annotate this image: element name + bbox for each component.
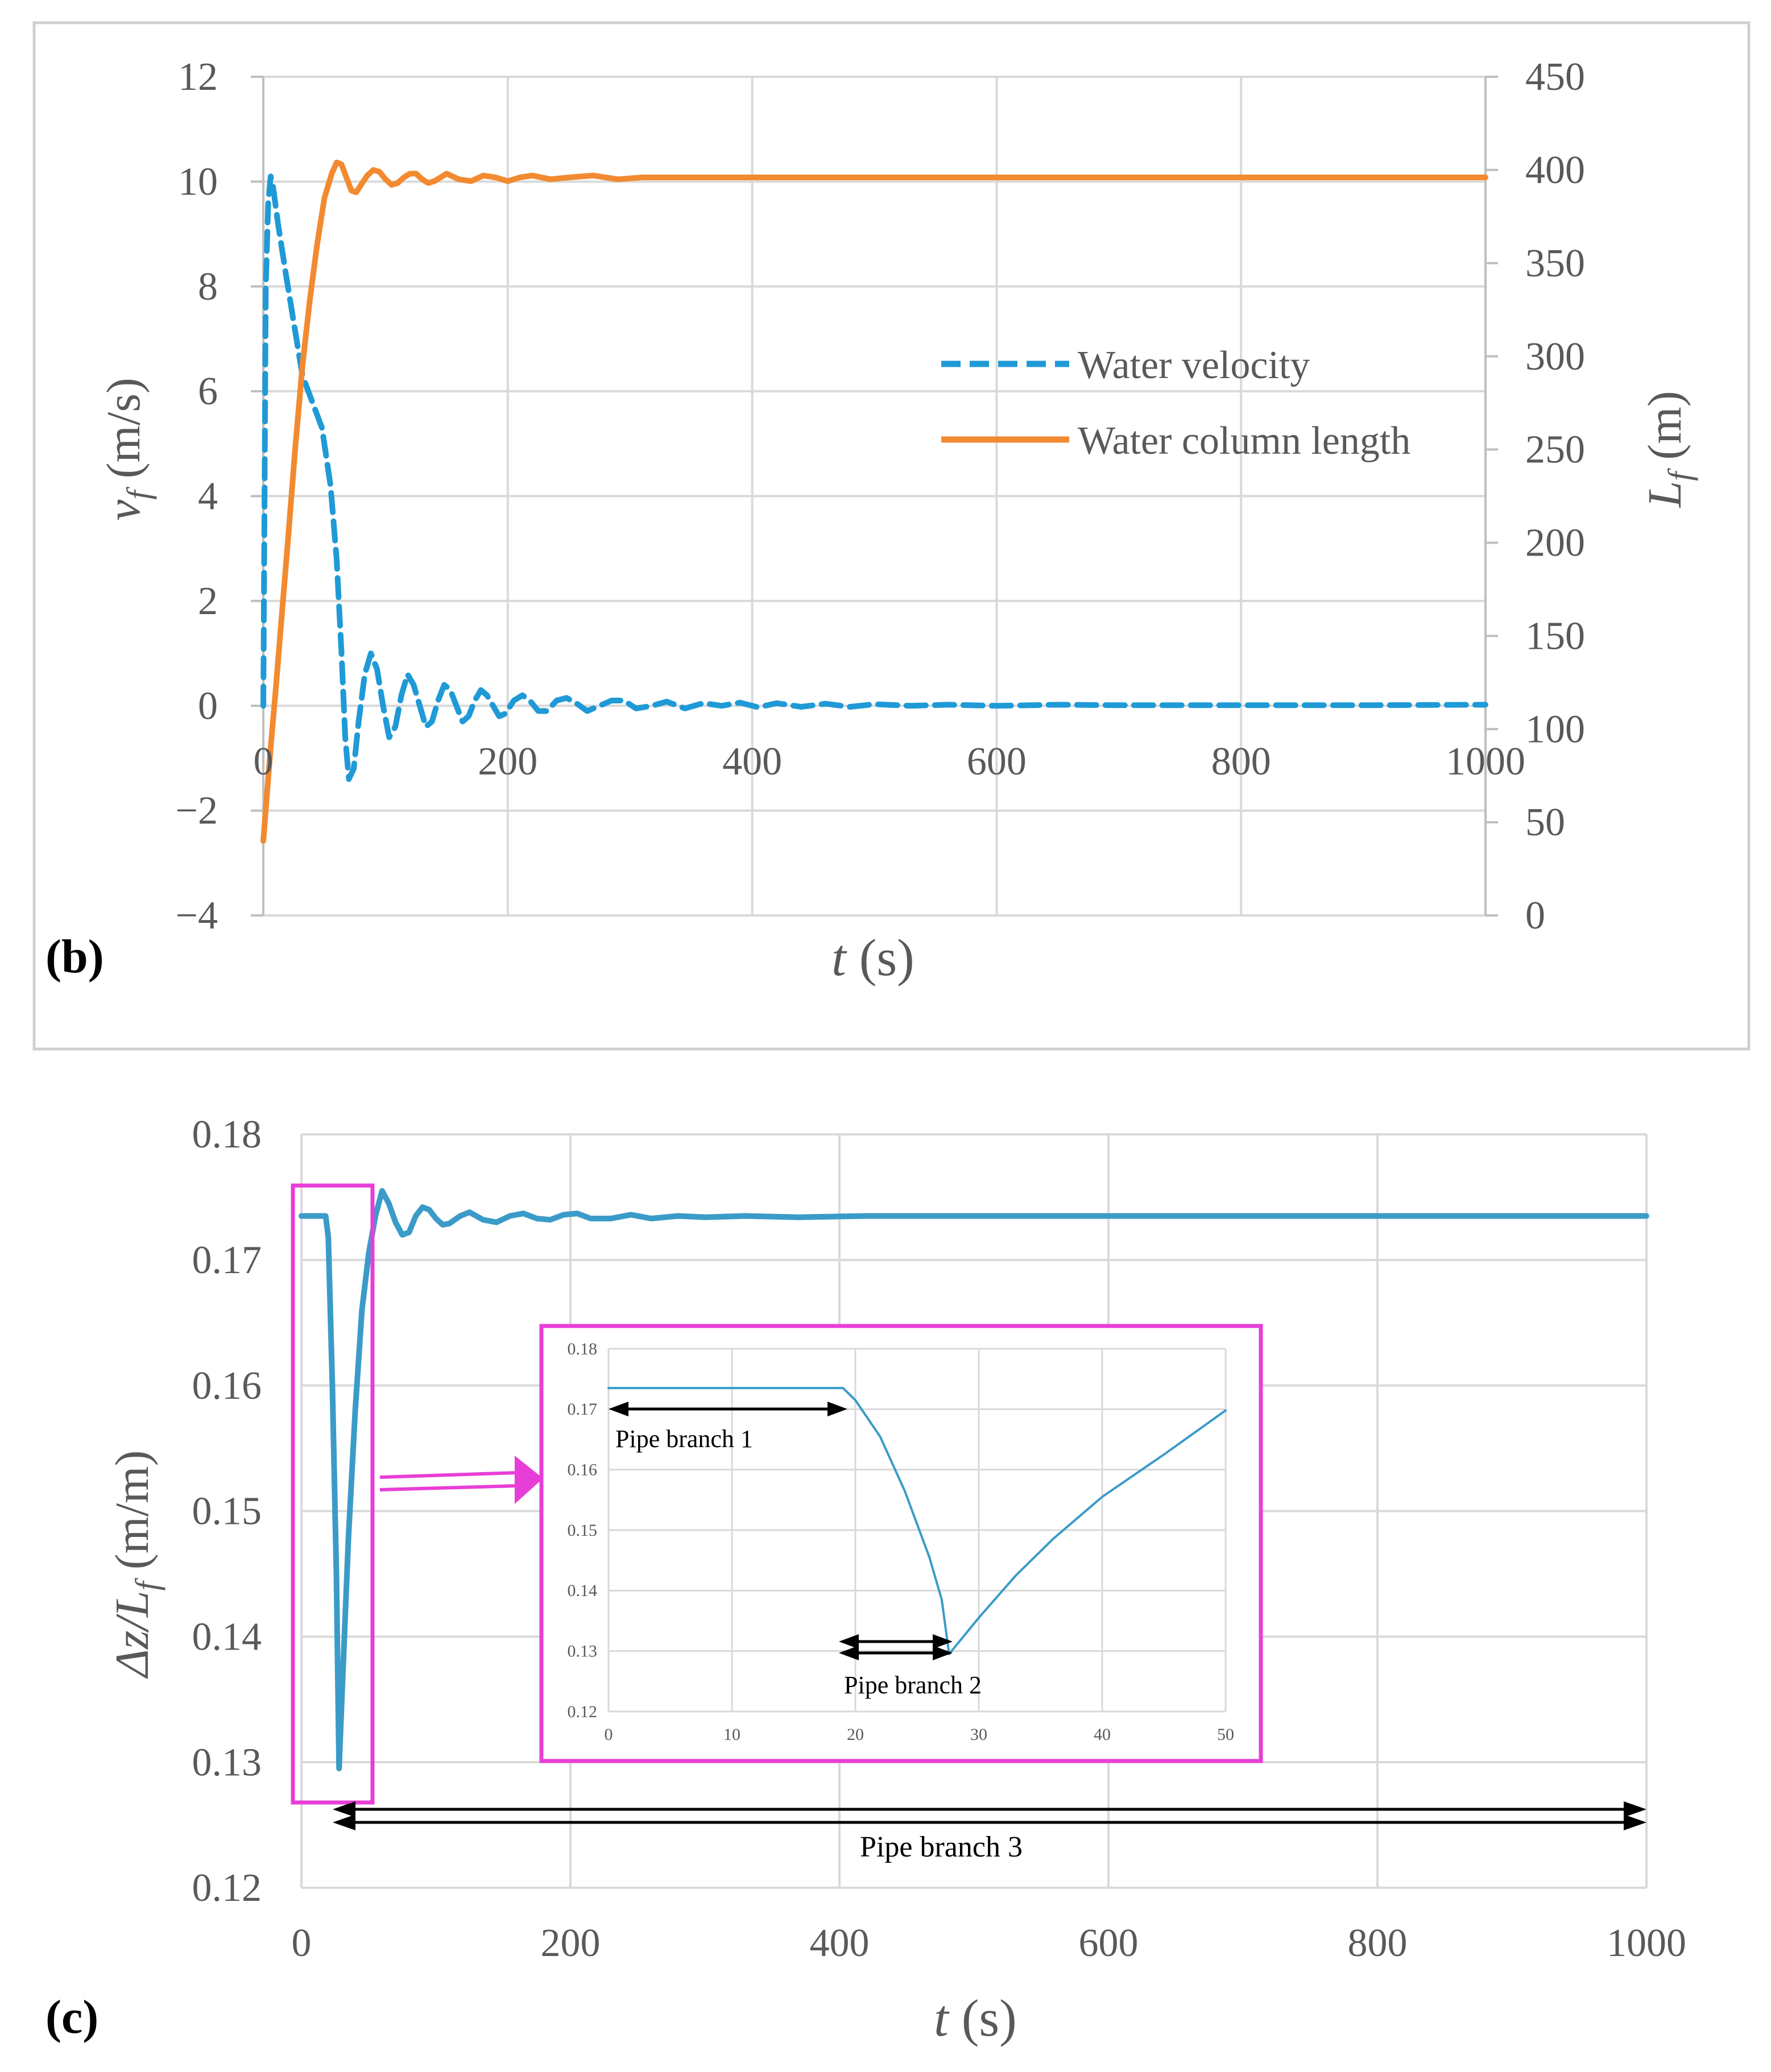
legend-length-label: Water column length — [1078, 419, 1410, 463]
panel-b-y-tick-label: 2 — [198, 579, 218, 623]
panel-b-x-tick-label: 600 — [967, 740, 1027, 784]
panel-b-y2-tick-label: 350 — [1525, 242, 1585, 285]
panel-b-y-tick-label: −2 — [176, 789, 218, 833]
pipe-branch-3-arrows — [333, 1801, 1646, 1830]
panel-c-y-tick-label: 0.18 — [192, 1113, 262, 1157]
inset-x-tick-label: 20 — [847, 1725, 864, 1744]
panel-c-y-tick-label: 0.14 — [192, 1615, 262, 1659]
inset-x-tick-label: 50 — [1217, 1725, 1234, 1744]
inset-y-tick-label: 0.12 — [568, 1702, 598, 1721]
panel-b-y-tick-label: 8 — [198, 265, 218, 309]
panel-b-x-tick-label: 400 — [722, 740, 782, 784]
panel-c-y-tick-label: 0.15 — [192, 1490, 262, 1534]
panel-b-y2-tick-label: 450 — [1525, 55, 1585, 99]
inset-chart: 0.18 0.17 0.16 0.15 0.14 0.13 0.12 0 10 20 30 40 50 — [568, 1340, 1235, 1744]
panel-b-y2-tick-label: 50 — [1525, 801, 1565, 844]
panel-c-series-line-1 — [299, 1188, 1649, 1772]
panel-b-series-line-1 — [260, 173, 1488, 782]
panel-b-y2-tick-label: 200 — [1525, 521, 1585, 565]
panel-c-y-tick-label: 0.17 — [192, 1238, 262, 1282]
panel-b-y2-tick-label: 150 — [1525, 614, 1585, 658]
inset-y-tick-label: 0.14 — [568, 1581, 598, 1600]
panel-b-y2-tick-label: 400 — [1525, 148, 1585, 192]
panel-c-x-tick-label: 0 — [292, 1921, 312, 1965]
zoom-arrow — [379, 1456, 543, 1504]
panel-b-y-title: vf (m/s) — [97, 378, 157, 521]
panel-b-y-tick-label: 4 — [198, 475, 218, 519]
zoom-highlight-box — [291, 1183, 375, 1805]
panel-c-x-tick-label: 800 — [1348, 1921, 1408, 1965]
panel-c-letter: (c) — [45, 1991, 98, 2044]
inset-y-tick-label: 0.18 — [568, 1340, 598, 1358]
panel-b-y-tick-label: −4 — [176, 894, 218, 938]
inset-y-tick-label: 0.13 — [568, 1642, 598, 1661]
inset-x-tick-label: 0 — [605, 1725, 613, 1744]
panel-b-x-tick-label: 1000 — [1446, 740, 1525, 784]
panel-c-x-tick-label: 200 — [541, 1921, 601, 1965]
legend-velocity-label: Water velocity — [1078, 343, 1310, 387]
panel-b-series — [260, 159, 1488, 844]
panel-c-y-title: Δz/Lf (m/m) — [106, 1450, 165, 1679]
panel-b-y-tick-label: 10 — [178, 160, 218, 204]
panel-b-y2-tick-label: 300 — [1525, 335, 1585, 379]
pipe-branch-2-arrows — [839, 1634, 953, 1660]
panel-b-series-line-2 — [260, 159, 1488, 844]
panel-b-x-tick-label: 800 — [1211, 740, 1271, 784]
panel-b-y-tick-label: 0 — [198, 684, 218, 728]
panel-c-x-tick-label: 600 — [1079, 1921, 1139, 1965]
panel-b-y2-tick-label: 100 — [1525, 707, 1585, 751]
panel-c-y-tick-label: 0.13 — [192, 1741, 262, 1784]
panel-c-y-tick-label: 0.16 — [192, 1364, 262, 1408]
inset-y-tick-label: 0.17 — [568, 1400, 598, 1419]
inset-ticks: 0.18 0.17 0.16 0.15 0.14 0.13 0.12 0 10 20 30 40 50 — [568, 1340, 1235, 1744]
panel-c-series — [299, 1188, 1649, 1772]
pipe-branch-2-label: Pipe branch 2 — [844, 1671, 982, 1699]
panel-b-y-tick-label: 12 — [178, 55, 218, 99]
panel-b-y2-title: Lf (m) — [1638, 391, 1698, 508]
inset-y-tick-label: 0.15 — [568, 1521, 598, 1540]
panel-b-legend: Water velocity Water column length — [941, 343, 1410, 463]
panel-c-y-tick-label: 0.12 — [192, 1866, 262, 1910]
panel-b-x-title: t (s) — [831, 929, 915, 987]
panel-b-x-tick-label: 0 — [254, 740, 274, 784]
inset-x-tick-label: 40 — [1094, 1725, 1111, 1744]
panel-c-x-title: t (s) — [934, 1989, 1017, 2047]
inset-x-tick-label: 30 — [970, 1725, 987, 1744]
panel-c-ticks: 0.180.170.160.150.140.130.120 200 400 600 80… — [192, 1113, 1687, 1965]
panel-c-x-tick-label: 1000 — [1607, 1921, 1686, 1965]
panel-b-y2-tick-label: 0 — [1525, 894, 1545, 938]
panel-b-frame — [32, 21, 1751, 1051]
pipe-branch-1-arrows — [609, 1402, 847, 1416]
panel-b-x-tick-label: 200 — [478, 740, 537, 784]
panel-c-x-tick-label: 400 — [810, 1921, 870, 1965]
pipe-branch-1-label: Pipe branch 1 — [615, 1425, 753, 1453]
inset-x-tick-label: 10 — [723, 1725, 740, 1744]
panel-b-y2-tick-label: 250 — [1525, 428, 1585, 472]
inset-frame — [539, 1324, 1263, 1763]
panel-b-y-tick-label: 6 — [198, 370, 218, 413]
inset-y-tick-label: 0.16 — [568, 1461, 598, 1480]
pipe-branch-3-label: Pipe branch 3 — [860, 1831, 1023, 1863]
panel-b-letter: (b) — [45, 930, 104, 983]
